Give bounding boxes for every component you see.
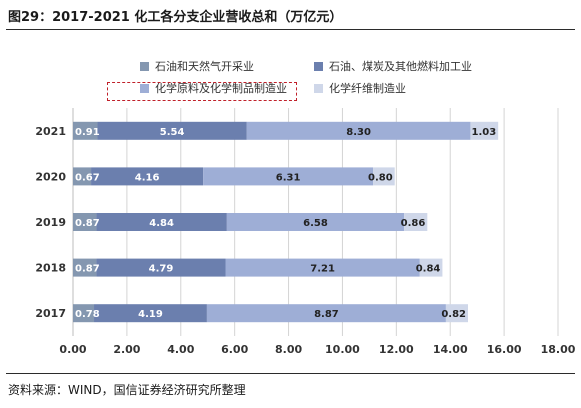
data-label-2017-series-0: 0.78 xyxy=(75,309,100,320)
category-label-2017: 2017 xyxy=(35,307,66,320)
x-tick-label-7: 14.00 xyxy=(433,343,468,356)
category-label-2018: 2018 xyxy=(35,262,66,275)
bar-2018-series-2 xyxy=(225,258,420,277)
legend-item-3: 化学纤维制造业 xyxy=(314,80,406,96)
bar-2021-series-2 xyxy=(246,121,471,140)
bottom-rule xyxy=(6,373,575,374)
bar-2017-series-3 xyxy=(445,304,469,323)
data-label-2017-series-3: 0.82 xyxy=(441,309,466,320)
legend-item-0: 石油和天然气开采业 xyxy=(140,58,254,74)
x-tick-label-5: 10.00 xyxy=(325,343,360,356)
bar-2018-series-3 xyxy=(419,258,443,277)
bar-2017-series-2 xyxy=(206,304,446,323)
legend-swatch-3 xyxy=(314,83,323,93)
bar-2020-series-1 xyxy=(91,167,204,186)
bar-2020-series-2 xyxy=(203,167,374,186)
bar-2017-series-0 xyxy=(73,304,95,323)
data-label-2017-series-2: 8.87 xyxy=(314,309,339,320)
category-label-2019: 2019 xyxy=(35,216,66,229)
legend-label-0: 石油和天然气开采业 xyxy=(155,60,254,73)
x-tick-label-1: 2.00 xyxy=(113,343,140,356)
top-rule xyxy=(6,29,575,30)
legend-item-2: 化学原料及化学制品制造业 xyxy=(140,80,287,96)
data-label-2019-series-2: 6.58 xyxy=(303,218,328,229)
legend-swatch-2 xyxy=(140,83,149,93)
data-label-2018-series-2: 7.21 xyxy=(310,264,335,275)
data-label-2019-series-0: 0.87 xyxy=(75,218,100,229)
source-note: 资料来源：WIND，国信证券经济研究所整理 xyxy=(8,383,246,397)
stacked-bar-chart: 0.91 5.54 8.30 1.03 0.67 4.16 6.31 0.80 0.87 4.84… xyxy=(35,108,576,356)
data-label-2021-series-3: 1.03 xyxy=(471,127,496,138)
data-label-2021-series-1: 5.54 xyxy=(160,127,185,138)
bar-2019-series-3 xyxy=(404,213,428,231)
data-label-2020-series-1: 4.16 xyxy=(135,172,160,183)
data-label-2018-series-3: 0.84 xyxy=(416,264,441,275)
x-tick-label-2: 4.00 xyxy=(167,343,194,356)
data-label-2020-series-2: 6.31 xyxy=(276,172,301,183)
legend-swatch-1 xyxy=(314,61,323,71)
bar-2018-series-0 xyxy=(73,258,97,277)
bar-2019-series-2 xyxy=(226,213,405,231)
legend-label-1: 石油、煤炭及其他燃料加工业 xyxy=(329,60,472,73)
legend-label-2: 化学原料及化学制品制造业 xyxy=(155,82,287,95)
bar-2018-series-1 xyxy=(96,258,226,277)
bars xyxy=(73,121,499,323)
x-tick-label-4: 8.00 xyxy=(275,343,302,356)
bar-2020-series-3 xyxy=(373,167,395,186)
category-label-2021: 2021 xyxy=(35,125,66,138)
x-tick-label-8: 16.00 xyxy=(487,343,522,356)
x-tick-label-9: 18.00 xyxy=(541,343,576,356)
category-label-2020: 2020 xyxy=(35,170,66,183)
bar-2021-series-1 xyxy=(97,121,247,140)
data-label-2020-series-3: 0.80 xyxy=(368,172,393,183)
bar-2021-series-0 xyxy=(73,121,98,140)
bar-2019-series-0 xyxy=(73,213,97,231)
data-label-2017-series-1: 4.19 xyxy=(138,309,163,320)
legend-item-1: 石油、煤炭及其他燃料加工业 xyxy=(314,58,472,74)
data-labels: 0.91 5.54 8.30 1.03 0.67 4.16 6.31 0.80 0.87 4.84… xyxy=(75,127,496,320)
data-label-2018-series-0: 0.87 xyxy=(75,264,100,275)
legend-swatch-0 xyxy=(140,61,149,71)
figure-title: 图29：2017-2021 化工各分支企业营收总和（万亿元） xyxy=(8,10,343,25)
data-label-2021-series-2: 8.30 xyxy=(346,127,371,138)
legend-highlight-dashed-box xyxy=(107,82,297,101)
data-label-2018-series-1: 4.79 xyxy=(149,264,174,275)
bar-2019-series-1 xyxy=(96,213,227,231)
axis-labels: 0.00 2.00 4.00 6.00 8.00 10.00 12.00 14.00 16.00… xyxy=(35,125,575,356)
bar-2017-series-1 xyxy=(94,304,207,323)
data-label-2021-series-0: 0.91 xyxy=(75,127,100,138)
x-tick-label-6: 12.00 xyxy=(379,343,414,356)
x-tick-label-0: 0.00 xyxy=(59,343,86,356)
bar-2021-series-3 xyxy=(470,121,499,140)
bar-2020-series-0 xyxy=(73,167,92,186)
chart-legend: 石油和天然气开采业 石油、煤炭及其他燃料加工业 化学原料及化学制品制造业 化学纤… xyxy=(140,58,560,98)
legend-label-3: 化学纤维制造业 xyxy=(329,82,406,95)
data-label-2019-series-3: 0.86 xyxy=(401,218,426,229)
x-tick-label-3: 6.00 xyxy=(221,343,248,356)
data-label-2019-series-1: 4.84 xyxy=(149,218,174,229)
data-label-2020-series-0: 0.67 xyxy=(75,172,100,183)
